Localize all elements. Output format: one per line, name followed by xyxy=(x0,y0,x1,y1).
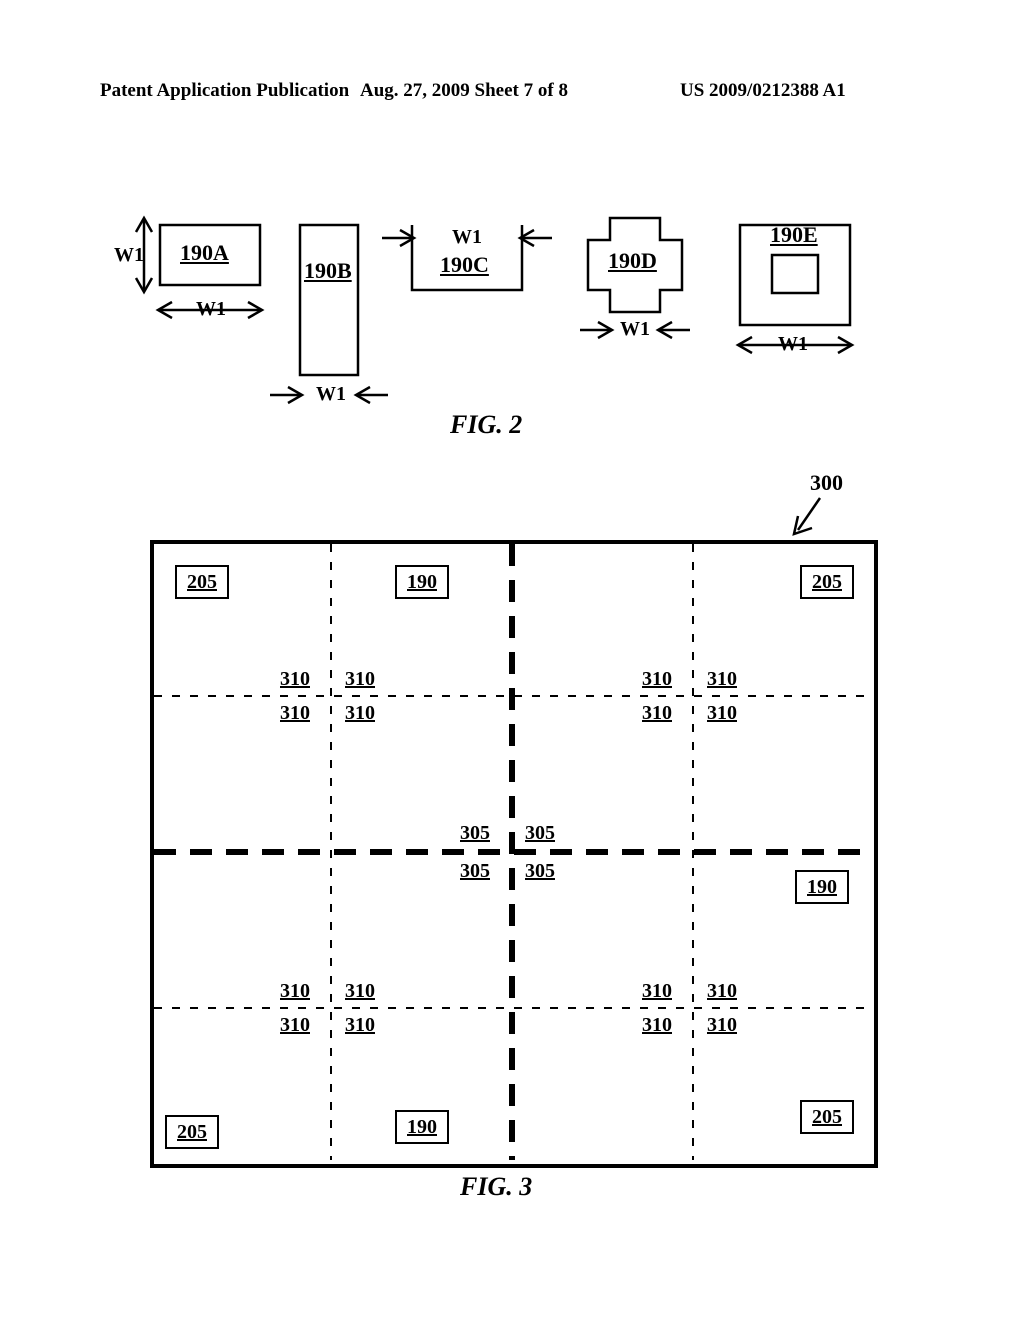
ref-310: 310 xyxy=(345,980,375,1003)
ref-205-bl: 205 xyxy=(165,1115,219,1149)
ref-310: 310 xyxy=(345,1014,375,1037)
ref-205-br: 205 xyxy=(800,1100,854,1134)
ref-310: 310 xyxy=(280,980,310,1003)
ref-305: 305 xyxy=(525,822,555,845)
ref-310: 310 xyxy=(642,668,672,691)
ref-190-r: 190 xyxy=(795,870,849,904)
ref-310: 310 xyxy=(707,1014,737,1037)
figure-area: 190A 190B 190C 190D 190E W1 W1 W1 W1 W1 … xyxy=(0,0,1024,1320)
ref-310: 310 xyxy=(345,702,375,725)
ref-310: 310 xyxy=(280,702,310,725)
ref-310: 310 xyxy=(280,1014,310,1037)
ref-205-tl: 205 xyxy=(175,565,229,599)
ref-310: 310 xyxy=(707,668,737,691)
ref-310: 310 xyxy=(345,668,375,691)
ref-305: 305 xyxy=(460,822,490,845)
ref-310: 310 xyxy=(707,702,737,725)
fig3-grid-svg xyxy=(150,540,874,1164)
ref-310: 310 xyxy=(642,1014,672,1037)
ref-310: 310 xyxy=(642,702,672,725)
ref-310: 310 xyxy=(707,980,737,1003)
ref-205-tr: 205 xyxy=(800,565,854,599)
page: Patent Application Publication Aug. 27, … xyxy=(0,0,1024,1320)
ref-310: 310 xyxy=(280,668,310,691)
ref-305: 305 xyxy=(460,860,490,883)
ref-305: 305 xyxy=(525,860,555,883)
ref-310: 310 xyxy=(642,980,672,1003)
ref-190-b: 190 xyxy=(395,1110,449,1144)
fig3-caption: FIG. 3 xyxy=(460,1172,532,1202)
ref-190-t: 190 xyxy=(395,565,449,599)
